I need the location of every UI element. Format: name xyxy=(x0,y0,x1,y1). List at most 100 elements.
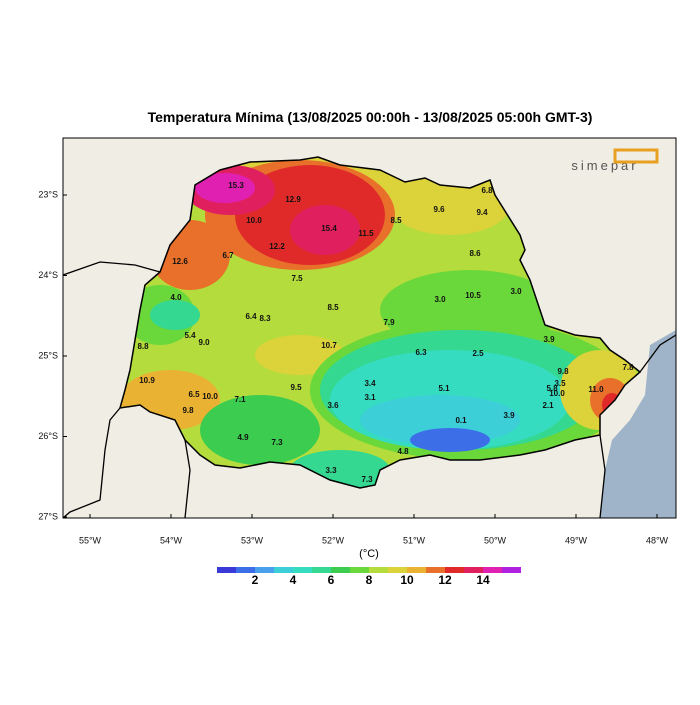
station-value: 15.3 xyxy=(228,181,244,190)
colorbar-swatch xyxy=(502,567,521,573)
station-value: 4.8 xyxy=(397,447,409,456)
colorbar-tick: 12 xyxy=(438,573,452,587)
station-value: 5.8 xyxy=(546,384,558,393)
station-value: 12.2 xyxy=(269,242,285,251)
station-value: 3.4 xyxy=(364,379,376,388)
colorbar-swatch xyxy=(369,567,388,573)
border xyxy=(639,334,676,373)
station-value: 7.8 xyxy=(622,363,634,372)
station-value: 10.0 xyxy=(549,389,565,398)
station-value: 7.3 xyxy=(271,438,283,447)
station-value: 2.5 xyxy=(472,349,484,358)
station-value: 8.8 xyxy=(137,342,149,351)
station-value: 10.0 xyxy=(246,216,262,225)
colorbar-tick: 10 xyxy=(400,573,414,587)
station-value: 5.1 xyxy=(438,384,450,393)
station-value: 8.6 xyxy=(469,249,481,258)
station-value: 9.5 xyxy=(290,383,302,392)
lat-label: 23°S xyxy=(38,189,58,199)
border xyxy=(63,407,121,518)
logo: simepar xyxy=(571,158,638,173)
border xyxy=(184,439,191,518)
station-value: 3.3 xyxy=(325,466,337,475)
station-value: 4.9 xyxy=(237,433,249,442)
colorbar-swatch xyxy=(255,567,274,573)
station-value: 10.9 xyxy=(139,376,155,385)
station-value: 3.0 xyxy=(434,295,446,304)
colorbar-swatch xyxy=(407,567,426,573)
colorbar-tick: 8 xyxy=(366,573,373,587)
colorbar-swatch xyxy=(483,567,502,573)
station-value: 6.4 xyxy=(245,312,257,321)
map-area: simepar xyxy=(63,138,676,518)
lon-label: 53°W xyxy=(241,535,264,545)
station-value: 8.5 xyxy=(390,216,402,225)
labels: 23°S 24°S 25°S 26°S 27°S 55°W 54°W 53°W 52°W 51°W… xyxy=(38,181,668,587)
station-value: 12.9 xyxy=(285,195,301,204)
lat-label: 27°S xyxy=(38,511,58,521)
station-value: 12.6 xyxy=(172,257,188,266)
station-value: 5.4 xyxy=(184,331,196,340)
border xyxy=(599,434,606,518)
colorbar-swatch xyxy=(464,567,483,573)
station-value: 10.7 xyxy=(321,341,337,350)
station-value: 9.8 xyxy=(557,367,569,376)
station-value: 3.9 xyxy=(543,335,555,344)
colorbar-swatch xyxy=(274,567,293,573)
colorbar-tick: 2 xyxy=(252,573,259,587)
colorbar-tick: 6 xyxy=(328,573,335,587)
station-value: 7.3 xyxy=(361,475,373,484)
station-value: 6.3 xyxy=(415,348,427,357)
station-value: 9.0 xyxy=(198,338,210,347)
station-value: 15.4 xyxy=(321,224,337,233)
station-value: 7.5 xyxy=(291,274,303,283)
station-value: 3.0 xyxy=(510,287,522,296)
colorbar-swatch xyxy=(331,567,350,573)
lon-label: 49°W xyxy=(565,535,588,545)
colorbar-tick: 4 xyxy=(290,573,297,587)
lon-label: 50°W xyxy=(484,535,507,545)
station-value: 11.5 xyxy=(358,229,374,238)
colorbar-swatch xyxy=(388,567,407,573)
map-frame xyxy=(62,137,677,519)
station-value: 3.1 xyxy=(364,393,376,402)
station-value: 6.5 xyxy=(188,390,200,399)
station-value: 8.3 xyxy=(259,314,271,323)
lat-label: 24°S xyxy=(38,270,58,280)
station-value: 9.8 xyxy=(182,406,194,415)
station-value: 6.8 xyxy=(481,186,493,195)
colorbar-unit: (°C) xyxy=(359,548,379,560)
lon-label: 52°W xyxy=(322,535,345,545)
border xyxy=(63,261,161,276)
temperature-field xyxy=(120,157,640,488)
colorbar-swatch xyxy=(236,567,255,573)
colorbar-swatch xyxy=(426,567,445,573)
logo-mark xyxy=(613,148,659,164)
map-title: Temperatura Mínima (13/08/2025 00:00h - … xyxy=(148,109,593,125)
lon-label: 55°W xyxy=(79,535,102,545)
lon-label: 48°W xyxy=(646,535,669,545)
station-value: 2.1 xyxy=(542,401,554,410)
lat-label: 25°S xyxy=(38,350,58,360)
station-value: 3.9 xyxy=(503,411,515,420)
lat-label: 26°S xyxy=(38,431,58,441)
station-value: 7.9 xyxy=(383,318,395,327)
station-value: 3.6 xyxy=(327,401,339,410)
station-value: 11.0 xyxy=(588,385,604,394)
station-value: 6.7 xyxy=(222,251,234,260)
station-value: 4.0 xyxy=(170,293,182,302)
station-value: 0.1 xyxy=(455,416,467,425)
colorbar-swatch xyxy=(350,567,369,573)
lon-label: 54°W xyxy=(160,535,183,545)
ocean xyxy=(600,330,676,518)
colorbar-tick: 14 xyxy=(476,573,490,587)
station-value: 3.5 xyxy=(554,379,566,388)
station-value: 9.6 xyxy=(433,205,445,214)
station-value: 7.1 xyxy=(234,395,246,404)
colorbar-swatch xyxy=(445,567,464,573)
colorbar-swatch xyxy=(217,567,236,573)
station-value: 10.0 xyxy=(202,392,218,401)
colorbar-swatch xyxy=(312,567,331,573)
